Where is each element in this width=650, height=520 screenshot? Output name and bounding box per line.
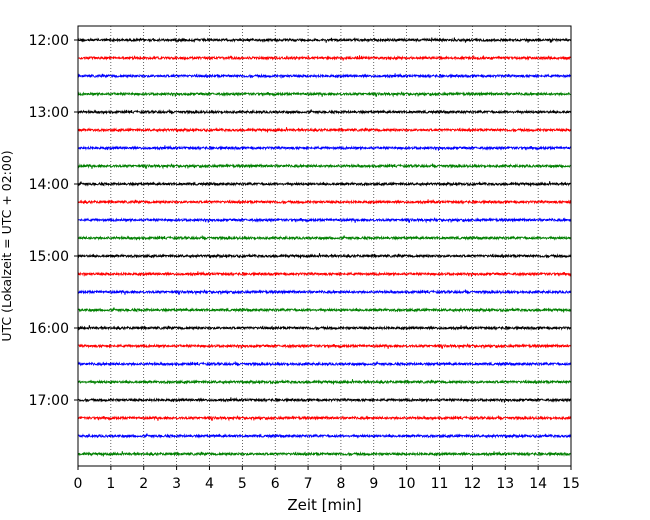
x-tick-label: 13 [496, 476, 514, 492]
trace-1215 [77, 55, 572, 61]
y-tick-label: 15:00 [29, 249, 69, 265]
trace-1245 [77, 90, 572, 98]
y-tick-label: 14:00 [29, 177, 69, 193]
trace-1415 [77, 198, 572, 205]
x-tick-label: 7 [304, 476, 313, 492]
x-tick-label: 3 [172, 476, 181, 492]
trace-1200 [77, 37, 572, 43]
trace-1600 [77, 324, 572, 331]
x-tick-label: 15 [562, 476, 580, 492]
trace-1615 [77, 342, 572, 350]
x-tick-label: 4 [205, 476, 214, 492]
x-tick-label: 1 [106, 476, 115, 492]
trace-1345 [77, 162, 572, 170]
trace-1530 [77, 288, 572, 296]
x-tick-label: 11 [431, 476, 449, 492]
y-tick-label: 16:00 [29, 321, 69, 337]
trace-1630 [77, 361, 572, 367]
y-tick-label: 13:00 [29, 105, 69, 121]
trace-1730 [77, 433, 572, 439]
trace-1430 [77, 216, 572, 224]
trace-1715 [77, 414, 572, 422]
x-tick-label: 8 [336, 476, 345, 492]
x-tick-label: 10 [398, 476, 416, 492]
trace-1230 [77, 72, 572, 79]
x-tick-label: 9 [369, 476, 378, 492]
x-tick-label: 6 [271, 476, 280, 492]
x-tick-label: 5 [238, 476, 247, 492]
trace-1645 [77, 379, 572, 385]
x-axis-label: Zeit [min] [287, 496, 361, 514]
trace-1700 [77, 396, 572, 403]
y-tick-label: 12:00 [29, 33, 69, 49]
x-tick-label: 12 [463, 476, 481, 492]
seismic-traces [77, 37, 572, 457]
x-axis-ticks: 0 1 2 3 4 5 6 7 8 9 10 11 12 13 14 15 [74, 466, 580, 492]
y-axis-ticks: 12:00 13:00 14:00 15:00 16:00 17:00 [29, 33, 78, 409]
plot-frame [77, 25, 572, 467]
trace-1315 [77, 127, 572, 133]
y-tick-label: 17:00 [29, 393, 69, 409]
y-axis-label: UTC (Lokalzeit = UTC + 02:00) [0, 150, 14, 341]
x-tick-label: 2 [139, 476, 148, 492]
trace-1515 [77, 270, 572, 277]
trace-1300 [77, 109, 572, 115]
trace-1445 [77, 235, 572, 241]
trace-1400 [77, 181, 572, 187]
x-tick-label: 14 [529, 476, 547, 492]
trace-1330 [77, 144, 572, 151]
trace-1500 [77, 253, 572, 259]
trace-1545 [77, 307, 572, 313]
x-tick-label: 0 [74, 476, 83, 492]
trace-1745 [77, 450, 572, 457]
grid-lines [110, 26, 539, 466]
